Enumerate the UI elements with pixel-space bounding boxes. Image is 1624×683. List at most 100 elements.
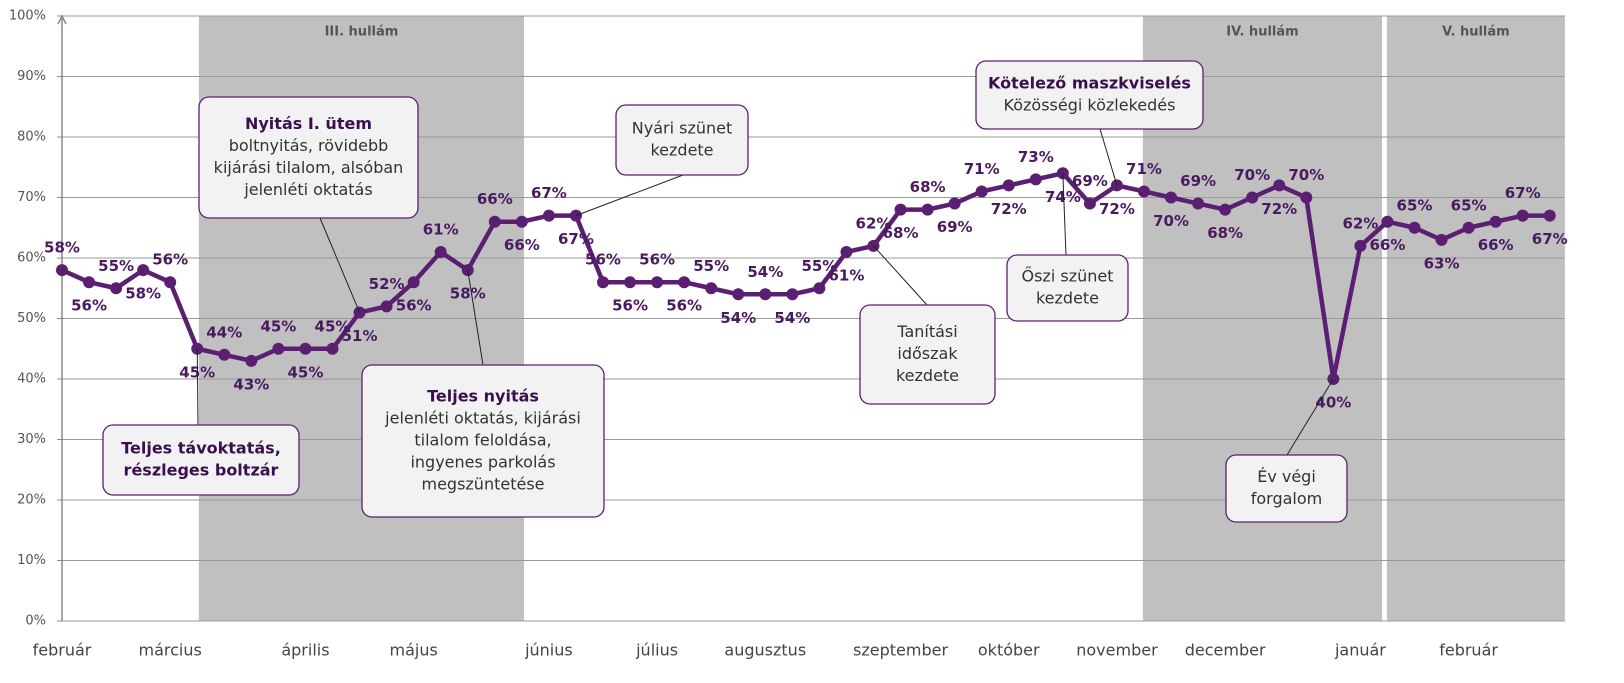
y-tick-label: 100% [9, 9, 46, 24]
data-point [894, 203, 907, 216]
callout-pointer [467, 270, 484, 366]
callout-box [859, 304, 996, 405]
callout-text: kijárási tilalom, alsóban [214, 158, 404, 177]
data-label: 67% [531, 184, 567, 202]
data-label: 68% [1207, 224, 1243, 242]
data-label: 67% [558, 230, 594, 248]
x-tick-label: november [1076, 641, 1158, 660]
data-label: 67% [1532, 230, 1568, 248]
callout-title: Teljes nyitás [427, 387, 539, 406]
data-label: 66% [504, 236, 540, 254]
callout-text: kezdete [1036, 289, 1099, 308]
data-point [1300, 191, 1313, 204]
callout-box [198, 96, 419, 219]
callout-title: részleges boltzár [124, 461, 279, 480]
data-label: 70% [1153, 212, 1189, 230]
callout-pointer [196, 348, 199, 426]
callout-title: Kötelező maszkviselés [988, 74, 1191, 93]
data-point [732, 288, 745, 301]
wave-label: V. hullám [1442, 25, 1510, 40]
y-tick-label: 40% [17, 372, 46, 387]
data-label: 72% [1261, 200, 1297, 218]
data-point [1354, 239, 1367, 252]
data-label: 54% [720, 309, 756, 327]
data-point [840, 245, 853, 258]
data-label: 69% [1180, 172, 1216, 190]
callout-box [102, 424, 300, 496]
callout-text: ingyenes parkolás [410, 453, 555, 472]
data-point [975, 185, 988, 198]
data-label: 40% [1315, 394, 1351, 412]
data-label: 45% [260, 317, 296, 335]
data-label: 62% [856, 214, 892, 232]
x-tick-label: március [139, 641, 202, 660]
data-label: 62% [1342, 214, 1378, 232]
x-tick-label: szeptember [853, 641, 948, 660]
data-label: 74% [1045, 188, 1081, 206]
data-point [1029, 173, 1042, 186]
data-label: 54% [774, 309, 810, 327]
data-point [1219, 203, 1232, 216]
callout-text: megszüntetése [421, 475, 544, 494]
data-label: 55% [98, 257, 134, 275]
y-tick-label: 10% [17, 553, 46, 568]
wave-label: IV. hullám [1226, 25, 1298, 40]
y-tick-label: 0% [25, 614, 46, 629]
data-label: 44% [206, 323, 242, 341]
callout-text: Év végi [1257, 467, 1316, 486]
data-point [110, 282, 123, 295]
x-tick-label: február [1439, 641, 1498, 660]
data-point [218, 348, 231, 361]
data-label: 56% [612, 297, 648, 315]
callout-text: kezdete [896, 366, 959, 385]
data-label: 61% [828, 266, 864, 284]
data-point [1246, 191, 1259, 204]
data-label: 45% [287, 363, 323, 381]
data-point [245, 354, 258, 367]
data-label: 65% [1451, 196, 1487, 214]
callout-text: jelenléti oktatás, kijárási [384, 409, 581, 428]
data-point [326, 342, 339, 355]
data-point [1381, 215, 1394, 228]
data-point [515, 215, 528, 228]
data-point [1002, 179, 1015, 192]
data-label: 43% [233, 375, 269, 393]
data-label: 58% [44, 239, 80, 257]
data-point [1462, 221, 1475, 234]
data-point [137, 264, 150, 277]
data-label: 56% [639, 251, 675, 269]
data-label: 66% [1369, 236, 1405, 254]
data-point [759, 288, 772, 301]
y-tick-label: 50% [17, 311, 46, 326]
x-tick-label: április [281, 641, 329, 660]
callout-box [1006, 254, 1129, 322]
data-point [813, 282, 826, 295]
data-point [948, 197, 961, 210]
data-point [1489, 215, 1502, 228]
callout-text: Nyári szünet [632, 119, 732, 138]
data-label: 58% [125, 285, 161, 303]
callout-text: tilalom feloldása, [414, 431, 551, 450]
data-point [299, 342, 312, 355]
x-tick-label: június [524, 641, 573, 660]
callout-box [361, 364, 605, 518]
data-label: 68% [883, 224, 919, 242]
callout-pointer [319, 217, 361, 313]
y-tick-label: 70% [17, 190, 46, 205]
y-axis-arrow [57, 14, 67, 25]
data-label: 56% [71, 297, 107, 315]
data-point [83, 276, 96, 289]
data-label: 51% [342, 327, 378, 345]
callout-text: Tanítási [896, 322, 957, 341]
data-point [1516, 209, 1529, 222]
data-label: 65% [1397, 196, 1433, 214]
data-point [434, 245, 447, 258]
callout-pointer [1099, 128, 1118, 186]
callout-text: időszak [897, 344, 958, 363]
data-point [1165, 191, 1178, 204]
data-point [1138, 185, 1150, 198]
data-point [786, 288, 799, 301]
x-tick-label: február [33, 641, 92, 660]
data-label: 66% [1478, 236, 1514, 254]
data-label: 58% [450, 285, 486, 303]
